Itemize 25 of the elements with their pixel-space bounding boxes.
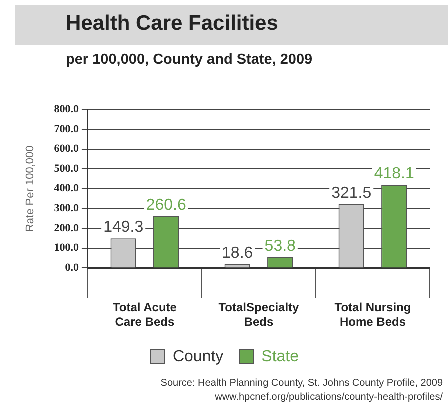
- data-label: 321.5: [332, 184, 372, 202]
- chart-subtitle: per 100,000, County and State, 2009: [66, 52, 313, 68]
- y-tick-label: 0.0: [65, 262, 80, 274]
- y-tick-label: 700.0: [54, 123, 80, 136]
- x-tick-label: TotalSpecialty Beds: [218, 300, 300, 330]
- legend-label: State: [262, 348, 300, 366]
- legend-label: County: [172, 348, 224, 366]
- data-label: 260.6: [146, 196, 186, 214]
- y-axis-title: Rate Per 100,000: [24, 146, 37, 232]
- data-label: 418.1: [374, 166, 414, 183]
- y-tick-label: 600.0: [54, 143, 80, 156]
- x-tick-label: Total Nursing Home Beds: [334, 300, 412, 330]
- source-note: Source: Health Planning County, St. Johns County Profile, 2009: [160, 377, 443, 391]
- x-tick-label: Total Acute Care Beds: [112, 300, 178, 330]
- y-tick-label: 300.0: [54, 202, 80, 215]
- chart-title: Health Care Facilities: [66, 12, 278, 36]
- y-tick-label: 100.0: [54, 242, 80, 254]
- data-label: 149.3: [104, 219, 144, 236]
- data-label: 18.6: [222, 244, 254, 262]
- y-tick-label: 400.0: [54, 182, 80, 195]
- text: www.hpcnef.org/publications/county-health-profiles/: [214, 391, 443, 405]
- y-tick-label: 500.0: [54, 162, 80, 175]
- data-label: 53.8: [264, 238, 296, 255]
- y-tick-label: 800.0: [54, 103, 80, 116]
- y-tick-label: 200.0: [54, 222, 80, 234]
